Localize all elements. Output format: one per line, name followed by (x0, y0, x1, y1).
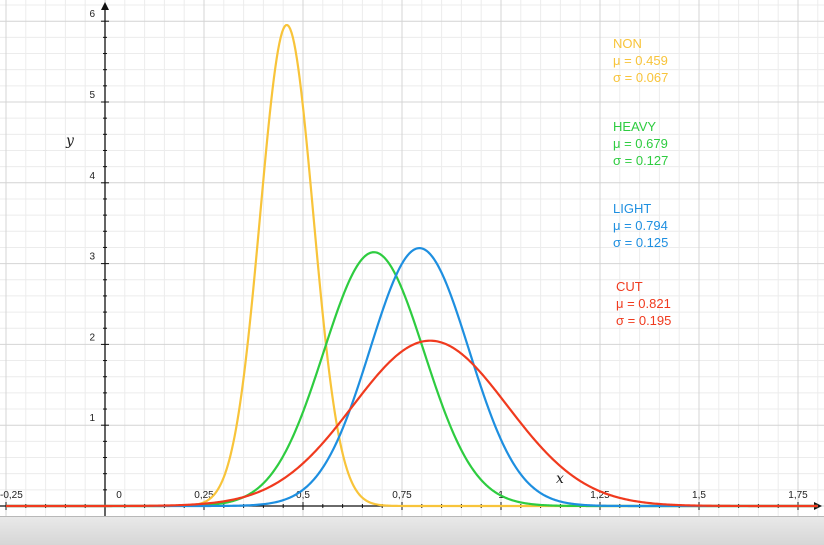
legend: NON μ = 0.459 σ = 0.067 HEAVY μ = 0.679 σ = 0… (613, 36, 671, 328)
series-line-cut (6, 339, 818, 508)
legend-light-mu: μ = 0.794 (613, 218, 668, 233)
x-tick-label: 0 (116, 490, 122, 501)
y-axis-label: y (65, 133, 75, 149)
major-gridlines (0, 0, 824, 516)
x-tick-label: 1,5 (692, 490, 706, 501)
legend-cut-name: CUT (616, 279, 643, 294)
legend-non-name: NON (613, 36, 642, 51)
series-line-non (6, 23, 818, 508)
x-tick-label: 1,75 (788, 490, 808, 501)
y-tick-label: 6 (89, 9, 95, 20)
chart-area: -0,25 0 0,25 0,5 0,75 1 1,25 1,5 1,75 1 2 3 4 5 6 NON μ… (0, 0, 824, 516)
y-tick-label: 3 (89, 252, 95, 263)
x-tick-label: 0,5 (296, 490, 310, 501)
y-axis-arrow (101, 2, 109, 10)
legend-light-name: LIGHT (613, 201, 651, 216)
x-tick-label: 0,75 (392, 490, 412, 501)
legend-heavy-name: HEAVY (613, 119, 656, 134)
legend-non-sigma: σ = 0.067 (613, 70, 668, 85)
bottom-toolbar (0, 516, 824, 545)
legend-heavy-mu: μ = 0.679 (613, 136, 668, 151)
legend-cut-mu: μ = 0.821 (616, 296, 671, 311)
y-tick-label: 1 (89, 413, 95, 424)
x-axis-arrow (814, 502, 822, 510)
legend-cut-sigma: σ = 0.195 (616, 313, 671, 328)
x-tick-label: -0,25 (0, 490, 23, 501)
y-tick-label: 5 (89, 90, 95, 101)
y-tick-label: 2 (89, 332, 95, 343)
y-tick-label: 4 (89, 171, 95, 182)
x-axis-label: x (556, 471, 564, 487)
legend-heavy-sigma: σ = 0.127 (613, 153, 668, 168)
x-tick-label: 1,25 (590, 490, 610, 501)
minor-gridlines (0, 0, 824, 516)
legend-light-sigma: σ = 0.125 (613, 235, 668, 250)
legend-non-mu: μ = 0.459 (613, 53, 668, 68)
series-curves (6, 23, 818, 508)
series-line-heavy (6, 251, 818, 508)
x-tick-label: 0,25 (194, 490, 214, 501)
